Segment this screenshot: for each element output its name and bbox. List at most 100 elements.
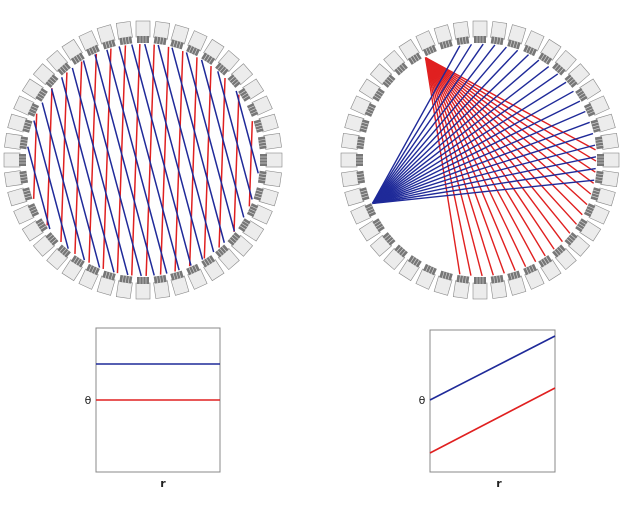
crystal-gap <box>570 234 576 240</box>
line-of-response <box>188 57 198 267</box>
crystal-gap <box>360 127 367 131</box>
crystal-gap <box>256 127 263 131</box>
line-of-response <box>425 57 588 206</box>
crystal-gap <box>219 248 225 254</box>
crystal-gap <box>428 266 432 273</box>
crystal-gap <box>128 276 130 284</box>
crystal-gap <box>596 145 604 147</box>
line-of-response <box>371 44 496 204</box>
crystal-gap <box>159 37 161 45</box>
crystal-gap <box>368 105 375 109</box>
line-of-response <box>371 45 461 204</box>
crystal-gap <box>78 53 83 61</box>
line-of-response <box>82 60 142 277</box>
crystal-gap <box>415 53 420 61</box>
crystal-gap <box>233 80 239 86</box>
detector-module <box>341 170 366 188</box>
crystal-gap <box>78 259 83 267</box>
crystal-gap <box>447 273 451 280</box>
crystal-gap <box>365 110 373 115</box>
crystal-gap <box>61 248 67 254</box>
crystal-gap <box>384 80 390 86</box>
crystal-gap <box>191 266 195 273</box>
crystal-gap <box>49 236 55 242</box>
line-of-response <box>50 88 101 268</box>
crystal-gap <box>593 189 600 193</box>
line-of-response <box>71 67 129 276</box>
detector-module <box>238 218 265 242</box>
crystal-gap <box>191 47 195 54</box>
crystal-gap <box>357 142 365 144</box>
crystal-gap <box>587 110 595 115</box>
line-of-response <box>46 88 53 226</box>
detector-module <box>246 95 273 117</box>
crystal-gap <box>528 266 532 273</box>
detector-module <box>350 203 377 225</box>
detector-module <box>4 132 29 150</box>
crystal-gap <box>579 220 587 225</box>
crystal-gap <box>178 41 182 49</box>
crystal-gap <box>125 275 127 283</box>
crystal-gap <box>36 220 44 225</box>
line-of-response <box>116 45 127 274</box>
detector-module <box>583 203 610 225</box>
crystal-gap <box>47 80 53 86</box>
crystal-gap <box>540 259 545 267</box>
detector-module <box>575 218 602 242</box>
crystal-gap <box>591 195 599 199</box>
detector-module <box>227 232 254 257</box>
detector-module <box>594 170 619 188</box>
crystal-gap <box>36 95 44 100</box>
crystal-gap <box>558 68 564 74</box>
crystal-gap <box>188 267 193 275</box>
crystal-gap <box>248 211 255 215</box>
detector-module <box>46 244 71 271</box>
x-axis-label: r <box>496 477 502 490</box>
y-axis-label: θ <box>85 394 92 407</box>
crystal-gap <box>88 48 92 55</box>
detector-module <box>398 38 422 65</box>
detector-module <box>452 21 470 46</box>
detector-module <box>186 263 208 290</box>
crystal-gap <box>156 276 158 284</box>
detector-housing <box>4 170 23 188</box>
crystal-gap <box>386 78 392 84</box>
crystal-gap <box>515 271 519 279</box>
line-of-response <box>185 52 236 232</box>
crystal-gap <box>249 208 256 212</box>
detector-module <box>135 20 151 43</box>
crystal-gap <box>357 176 365 178</box>
crystal-gap <box>178 271 182 279</box>
line-of-response <box>371 59 540 204</box>
detector-module <box>257 132 282 150</box>
crystal-gap <box>430 267 435 275</box>
crystal-gap <box>239 90 246 95</box>
line-of-response <box>203 66 212 259</box>
crystal-gap <box>23 127 30 131</box>
crystal-gap <box>425 265 429 272</box>
line-of-response <box>33 120 69 249</box>
crystal-gap <box>206 258 211 265</box>
line-of-response <box>372 156 597 205</box>
crystal-gap <box>596 173 604 175</box>
crystal-gap <box>410 57 415 64</box>
detector-module <box>538 255 562 282</box>
detector-housing <box>600 132 619 150</box>
detector-module <box>507 24 527 50</box>
detector-module <box>21 218 48 242</box>
crystal-gap <box>203 53 208 61</box>
line-of-response <box>157 44 215 253</box>
line-of-response <box>144 43 204 260</box>
line-of-response <box>235 90 259 174</box>
crystal-gap <box>388 238 394 244</box>
detector-module <box>246 203 273 225</box>
crystal-gap <box>462 275 464 283</box>
detector-housing <box>3 152 21 168</box>
line-of-response <box>425 57 571 234</box>
crystal-gap <box>377 90 384 95</box>
line-of-response <box>94 54 155 276</box>
crystal-gap <box>558 246 564 252</box>
crystal-gap <box>578 223 585 228</box>
crystal-gap <box>20 179 28 181</box>
detector-module <box>340 152 363 168</box>
